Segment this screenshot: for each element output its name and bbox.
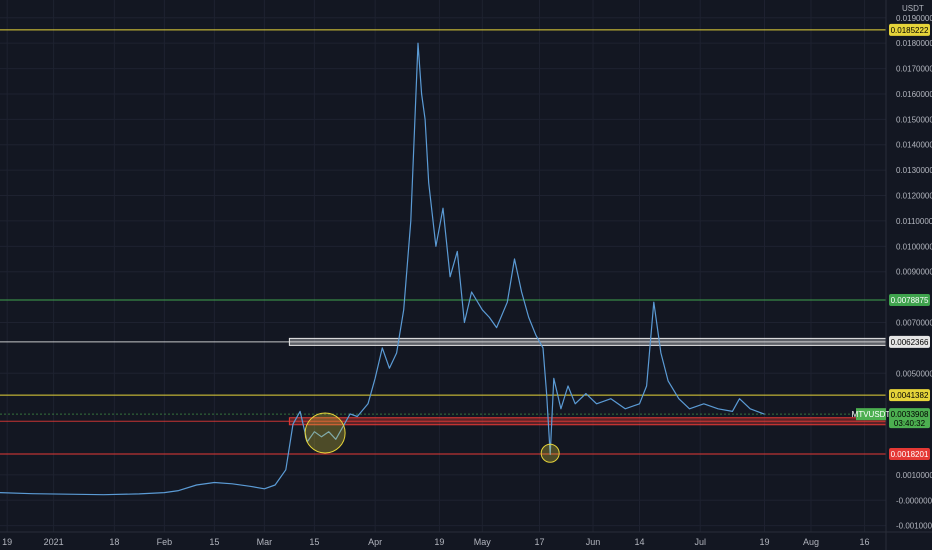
- level-price-label: 0.0062366: [891, 338, 929, 347]
- y-tick-label: -0.0000000: [896, 496, 932, 505]
- x-tick-label: 15: [309, 537, 319, 547]
- x-tick-label: 19: [434, 537, 444, 547]
- y-tick-label: 0.0150000: [896, 115, 932, 124]
- current-price-tag: [889, 408, 930, 429]
- y-tick-label: 0.0050000: [896, 369, 932, 378]
- level-price-tag: [889, 448, 930, 461]
- level-price-label: 0.0018201: [891, 450, 929, 459]
- currency-label: USDT: [902, 4, 924, 13]
- grid: [0, 0, 886, 532]
- x-tick-label: 17: [534, 537, 544, 547]
- x-tick-label: 19: [760, 537, 770, 547]
- level-price-label: 0.0078875: [891, 296, 929, 305]
- y-tick-label: 0.0160000: [896, 90, 932, 99]
- x-tick-label: Mar: [257, 537, 273, 547]
- highlight-circle[interactable]: [304, 412, 346, 454]
- current-price-label: 0.0033908: [891, 410, 929, 419]
- annotations[interactable]: [304, 412, 560, 463]
- price-tags: 0.0185222 0.0078875 0.0062366 0.0041382 0.00…: [852, 23, 930, 461]
- horizontal-levels[interactable]: [0, 29, 887, 455]
- x-tick-label: Aug: [803, 537, 819, 547]
- price-line: [0, 42, 765, 496]
- x-tick-label: Jul: [694, 537, 706, 547]
- x-tick-label: 14: [634, 537, 644, 547]
- x-tick-label: 16: [860, 537, 870, 547]
- price-series: [0, 42, 765, 496]
- x-tick-label: Jun: [586, 537, 601, 547]
- y-tick-label: 0.0180000: [896, 39, 932, 48]
- time-axis[interactable]: 19 2021 18 Feb 15 Mar 15 Apr 19 May 17 Jun 14 Jul 19 Au…: [2, 537, 869, 547]
- x-tick-label: 15: [209, 537, 219, 547]
- x-tick-label: 18: [109, 537, 119, 547]
- level-price-label: 0.0185222: [891, 26, 929, 35]
- y-tick-label: 0.0110000: [896, 217, 932, 226]
- highlight-circle[interactable]: [540, 443, 560, 463]
- y-tick-label: 0.0120000: [896, 192, 932, 201]
- y-tick-label: 0.0140000: [896, 141, 932, 150]
- level-price-tag: [889, 293, 930, 306]
- countdown-label: 03:40:32: [894, 419, 926, 428]
- y-tick-label: 0.0100000: [896, 242, 932, 251]
- level-price-tag: [889, 335, 930, 348]
- level-price-tag: [889, 389, 930, 402]
- x-tick-label: Apr: [368, 537, 382, 547]
- level-price-label: 0.0041382: [891, 391, 929, 400]
- y-tick-label: 0.0010000: [896, 471, 932, 480]
- y-tick-label: 0.0070000: [896, 319, 932, 328]
- x-tick-label: 19: [2, 537, 12, 547]
- y-tick-label: 0.0090000: [896, 268, 932, 277]
- x-tick-label: Feb: [157, 537, 173, 547]
- y-tick-label: 0.0170000: [896, 65, 932, 74]
- y-tick-label: 0.0190000: [896, 14, 932, 23]
- symbol-label: MTVUSDT: [852, 410, 891, 419]
- level-price-tag: [889, 23, 930, 36]
- symbol-tag: [856, 408, 886, 421]
- x-tick-label: May: [474, 537, 492, 547]
- x-tick-label: 2021: [44, 537, 64, 547]
- price-axis[interactable]: 0.0190000 0.0180000 0.0170000 0.0160000 0.01…: [896, 14, 932, 531]
- y-tick-label: 0.0130000: [896, 166, 932, 175]
- y-tick-label: -0.0010000: [896, 522, 932, 531]
